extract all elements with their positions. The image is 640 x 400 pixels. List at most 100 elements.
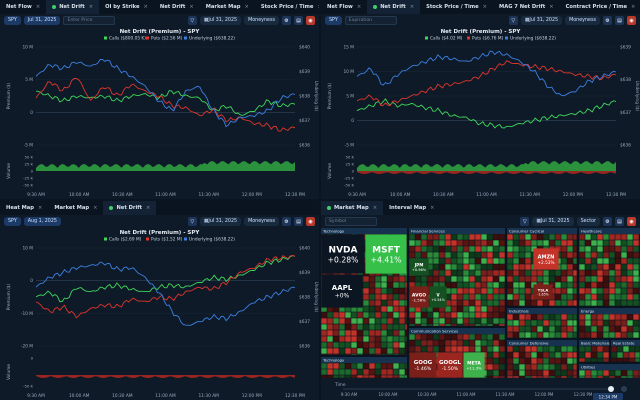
treemap-cell[interactable] [405,282,407,288]
treemap-cell[interactable] [445,252,451,258]
treemap-cell[interactable] [579,370,585,376]
treemap-cell[interactable] [507,326,513,332]
treemap-cell[interactable] [357,348,363,354]
treemap-cell[interactable] [375,330,381,336]
treemap-cell[interactable] [469,234,475,240]
tab-item[interactable]: Net Drift × [154,0,200,14]
treemap-tile[interactable] [409,352,437,378]
treemap-cell[interactable] [537,326,543,332]
treemap-cell[interactable] [567,346,573,352]
treemap-cell[interactable] [621,288,627,294]
treemap-cell[interactable] [507,288,513,294]
treemap-cell[interactable] [627,370,633,376]
treemap-cell[interactable] [451,282,457,288]
treemap-cell[interactable] [507,264,513,270]
treemap-cell[interactable] [615,282,621,288]
treemap-cell[interactable] [363,375,369,378]
treemap-cell[interactable] [321,369,327,375]
treemap-cell[interactable] [597,332,603,338]
treemap-cell[interactable] [421,246,427,252]
treemap-cell[interactable] [433,346,439,352]
treemap-cell[interactable] [597,314,603,320]
treemap-cell[interactable] [493,264,499,270]
treemap-cell[interactable] [463,252,469,258]
treemap-cell[interactable] [427,312,433,318]
treemap-cell[interactable] [585,240,591,246]
treemap-cell[interactable] [327,363,333,369]
treemap-cell[interactable] [561,364,567,370]
treemap-cell[interactable] [415,246,421,252]
treemap-cell[interactable] [387,276,393,282]
treemap-cell[interactable] [457,288,463,294]
treemap-cell[interactable] [409,252,415,258]
treemap-cell[interactable] [519,240,525,246]
treemap-cell[interactable] [457,282,463,288]
treemap-cell[interactable] [543,240,549,246]
treemap-cell[interactable] [387,294,393,300]
treemap-cell[interactable] [603,370,609,376]
treemap-cell[interactable] [339,375,345,378]
treemap-cell[interactable] [585,346,591,352]
treemap-cell[interactable] [525,234,531,240]
treemap-cell[interactable] [555,300,561,306]
treemap-cell[interactable] [585,326,591,332]
treemap-cell[interactable] [573,346,577,352]
treemap-cell[interactable] [561,258,567,264]
treemap-cell[interactable] [493,240,499,246]
treemap-cell[interactable] [549,300,555,306]
treemap-cell[interactable] [375,294,381,300]
treemap-cell[interactable] [519,320,525,326]
treemap-cell[interactable] [579,326,585,332]
treemap-cell[interactable] [579,320,585,326]
treemap-cell[interactable] [469,340,475,346]
treemap-cell[interactable] [615,252,621,258]
treemap-cell[interactable] [519,246,525,252]
treemap-cell[interactable] [409,334,415,340]
treemap-cell[interactable] [561,252,567,258]
treemap-cell[interactable] [457,234,463,240]
chart-type-icon[interactable]: ▤ [294,16,303,25]
treemap-cell[interactable] [543,376,549,378]
treemap-cell[interactable] [457,276,463,282]
treemap-cell[interactable] [591,300,597,306]
tab-item[interactable]: Stock Price / Time× [255,0,319,14]
treemap-cell[interactable] [451,288,457,294]
treemap-cell[interactable] [627,288,633,294]
treemap-cell[interactable] [375,363,381,369]
close-icon[interactable]: × [409,4,415,10]
treemap-cell[interactable] [615,246,621,252]
treemap-cell[interactable] [345,369,351,375]
treemap-cell[interactable] [405,312,407,318]
treemap-cell[interactable] [585,258,591,264]
treemap-cell[interactable] [475,252,481,258]
treemap-cell[interactable] [585,264,591,270]
treemap-cell[interactable] [555,320,561,326]
treemap-cell[interactable] [375,375,381,378]
treemap-cell[interactable] [537,320,543,326]
treemap-cell[interactable] [333,369,339,375]
treemap-cell[interactable] [475,300,481,306]
treemap-cell[interactable] [525,270,531,276]
treemap-cell[interactable] [561,282,567,288]
treemap-cell[interactable] [591,288,597,294]
treemap-cell[interactable] [387,312,393,318]
treemap-cell[interactable] [363,276,369,282]
treemap-cell[interactable] [585,270,591,276]
treemap-cell[interactable] [519,288,525,294]
treemap-cell[interactable] [469,324,475,326]
close-icon[interactable]: × [143,4,148,10]
treemap-cell[interactable] [345,348,351,354]
sector-header[interactable] [611,340,640,346]
treemap-cell[interactable] [519,270,525,276]
expiry-date-select[interactable]: ▦ Jul 31, 2025 [520,16,563,25]
treemap-cell[interactable] [597,264,603,270]
treemap-tile[interactable] [533,284,553,300]
treemap-cell[interactable] [561,326,567,332]
treemap-cell[interactable] [405,300,407,306]
treemap-cell[interactable] [415,334,421,340]
treemap-cell[interactable] [579,346,585,352]
treemap-cell[interactable] [469,270,475,276]
treemap-cell[interactable] [393,294,399,300]
treemap-cell[interactable] [345,330,351,336]
treemap-cell[interactable] [439,334,445,340]
